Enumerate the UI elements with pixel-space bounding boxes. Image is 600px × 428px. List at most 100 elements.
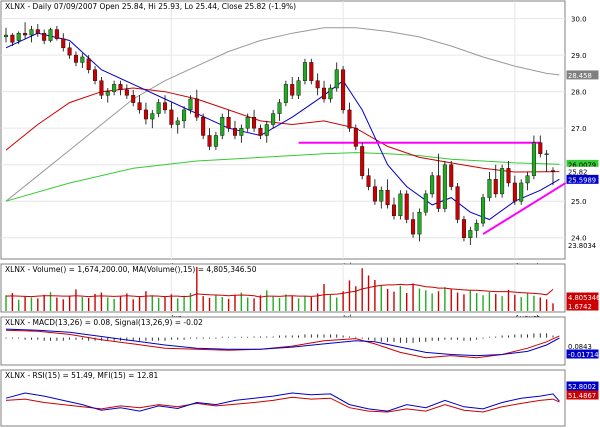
candlestick [442,161,447,213]
volume-last-value-label: 4.805346 [568,294,600,302]
trendline-1 [482,182,567,235]
candlestick [143,102,148,125]
candlestick [264,120,269,143]
candlestick [385,179,390,209]
price-last-value-label-bg [566,70,599,80]
candlestick [271,109,276,129]
price-y-tick-label: 28.0 [571,89,587,97]
candlestick [283,80,288,107]
candlestick [23,22,28,39]
candlestick [245,113,250,132]
candlestick [436,153,441,213]
candlestick [252,109,257,132]
candlestick [73,51,78,67]
candlestick [487,172,492,202]
candlestick [417,208,422,242]
candlestick [150,109,155,129]
candlestick [334,62,339,92]
candlestick [512,175,517,205]
rsi-panel-title: XLNX - RSI(15) = 51.49, MFI(15) = 12.81 [5,371,159,380]
candlestick [468,226,473,246]
macd-line-1 [5,328,560,357]
candlestick [3,27,8,43]
candlestick [506,161,511,187]
candlestick [194,89,199,121]
candlestick [481,193,486,227]
candlestick [411,212,416,238]
candlestick [531,135,536,180]
candlestick [207,128,212,151]
candlestick [423,190,428,216]
candlestick [48,27,53,43]
candlestick [461,215,466,242]
rsi-last-value-label: 51.4867 [568,392,596,400]
macd-panel-title: XLNX - MACD(13,26) = 0.08, Signal(13,26,… [5,318,203,327]
candlestick [54,25,59,41]
rsi-last-value-label-bg [566,390,599,400]
candlestick [353,124,358,151]
candlestick [42,29,47,45]
macd-line-0 [5,329,560,359]
candlestick [182,106,187,129]
price-last-value-label: 23.8034 [568,242,596,250]
candlestick [372,179,377,205]
candlestick [239,124,244,143]
candlestick [80,53,85,68]
candlestick [544,150,549,172]
candlestick [220,113,225,140]
volume-panel-title: XLNX - Volume() = 1,674,200.00, MA(Volum… [5,265,257,274]
candlestick [118,80,123,96]
candlestick [474,219,479,238]
candlestick [93,66,98,85]
candlestick [124,84,129,99]
price-last-value-label: 26.0079 [568,161,596,169]
candlestick [258,124,263,140]
candlestick [112,80,117,96]
candlestick [309,58,314,85]
candlestick [525,172,530,191]
candlestick [455,182,460,224]
price-y-tick-label: 27.0 [571,125,587,133]
candlestick [16,31,21,45]
candlestick [347,102,352,132]
price-last-value-label: 28.458 [568,72,592,80]
candlestick [213,131,218,151]
moving-average-line-2 [5,87,560,173]
candlestick [538,135,543,158]
candlestick [551,167,556,186]
candlestick [328,84,333,103]
candlestick [430,172,435,198]
price-last-value-label-bg [566,240,599,250]
macd-last-value-label-bg [566,349,599,359]
candlestick [86,55,91,74]
price-y-tick-label: 29.0 [571,52,587,60]
candlestick [302,58,307,85]
candlestick [226,109,231,132]
candlestick [500,164,505,198]
price-last-value-label-bg [566,174,599,184]
candlestick [201,113,206,140]
candlestick [322,80,327,103]
price-y-tick-label: 25.0 [571,198,587,206]
candlestick [169,102,174,129]
candlestick [366,168,371,191]
candlestick [131,89,136,107]
candlestick [156,98,161,118]
price-y-tick-label: 24.0 [571,235,587,243]
candlestick [277,98,282,121]
rsi-plot-area [0,369,566,427]
volume-ma-line [5,283,554,298]
candlestick [449,161,454,191]
candlestick [519,179,524,205]
rsi-mfi-line-0 [5,396,560,413]
candlestick [175,117,180,134]
rsi-mfi-line-1 [5,392,560,412]
candlestick [493,164,498,198]
moving-average-line-0 [5,27,560,202]
candlestick [341,66,346,114]
candlestick [29,25,34,43]
candlestick [10,33,15,46]
price-last-value-label: 25.82 [568,168,587,176]
